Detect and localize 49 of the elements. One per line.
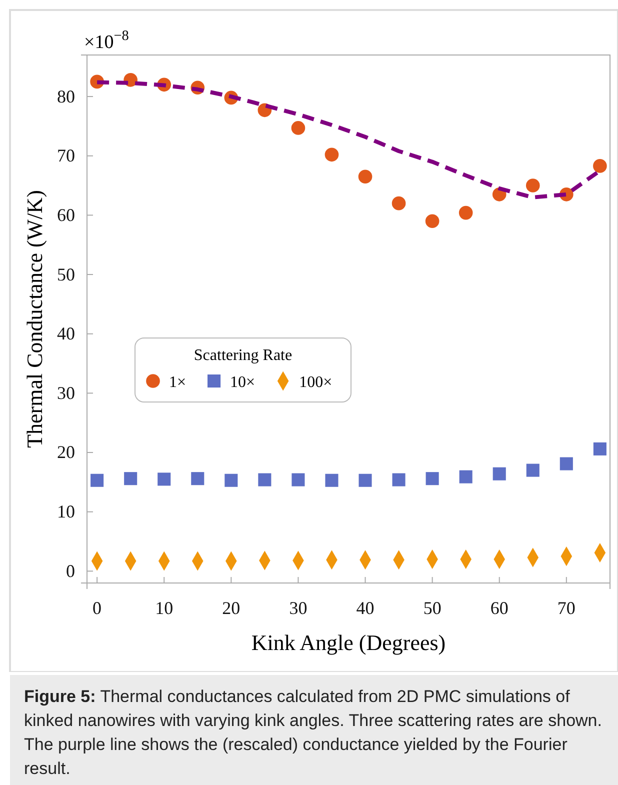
point [324, 148, 339, 162]
x-tick-label: 70 [557, 598, 576, 618]
legend-title: Scattering Rate [194, 347, 292, 364]
point [291, 121, 306, 135]
legend-label: 10× [230, 374, 256, 391]
x-tick-label: 30 [289, 598, 308, 618]
y-tick-label: 50 [57, 264, 75, 284]
point [224, 474, 238, 487]
point [392, 473, 406, 486]
y-tick-label: 70 [57, 146, 75, 166]
point [358, 170, 372, 184]
x-tick-label: 10 [155, 598, 174, 618]
point [258, 473, 272, 486]
point [560, 457, 573, 470]
point [90, 474, 104, 487]
point [459, 470, 472, 484]
point [593, 159, 607, 173]
y-axis-title: Thermal Conductance (W/K) [22, 190, 47, 448]
x-tick-label: 0 [92, 598, 102, 618]
legend-label: 100× [299, 374, 332, 391]
point [426, 472, 439, 486]
y-tick-label: 40 [57, 324, 75, 344]
point [158, 472, 171, 486]
point [425, 214, 440, 228]
x-tick-label: 20 [222, 598, 240, 618]
x-axis-title: Kink Angle (Degrees) [251, 630, 446, 655]
legend-label: 1× [169, 374, 186, 391]
x-tick-label: 60 [490, 598, 508, 618]
point [191, 472, 204, 486]
point [358, 474, 372, 487]
y-tick-label: 30 [57, 382, 75, 403]
x-tick-label: 50 [423, 598, 442, 618]
point [526, 464, 540, 477]
point [526, 178, 540, 192]
text: ×10$^{−8}$ [84, 28, 129, 53]
point [492, 467, 506, 480]
y-tick-label: 20 [57, 442, 75, 462]
y-tick-label: 10 [57, 502, 75, 522]
point [593, 442, 606, 456]
y-tick-label: 0 [66, 560, 75, 581]
point [458, 206, 473, 220]
x-tick-label: 40 [356, 598, 374, 618]
point [325, 474, 338, 487]
point [392, 196, 406, 210]
y-tick-label: 80 [57, 86, 75, 106]
y-tick-label: 60 [57, 204, 75, 225]
point [124, 472, 138, 486]
point [292, 473, 305, 486]
caption: Figure 5: Thermal conductances calculated from 2D PMC simulations of kinked nanowires with varying kink angles. Three scattering rates are shown. The purple line shows the (rescaled) conductance yielded by the Fourier result. [24, 687, 602, 778]
